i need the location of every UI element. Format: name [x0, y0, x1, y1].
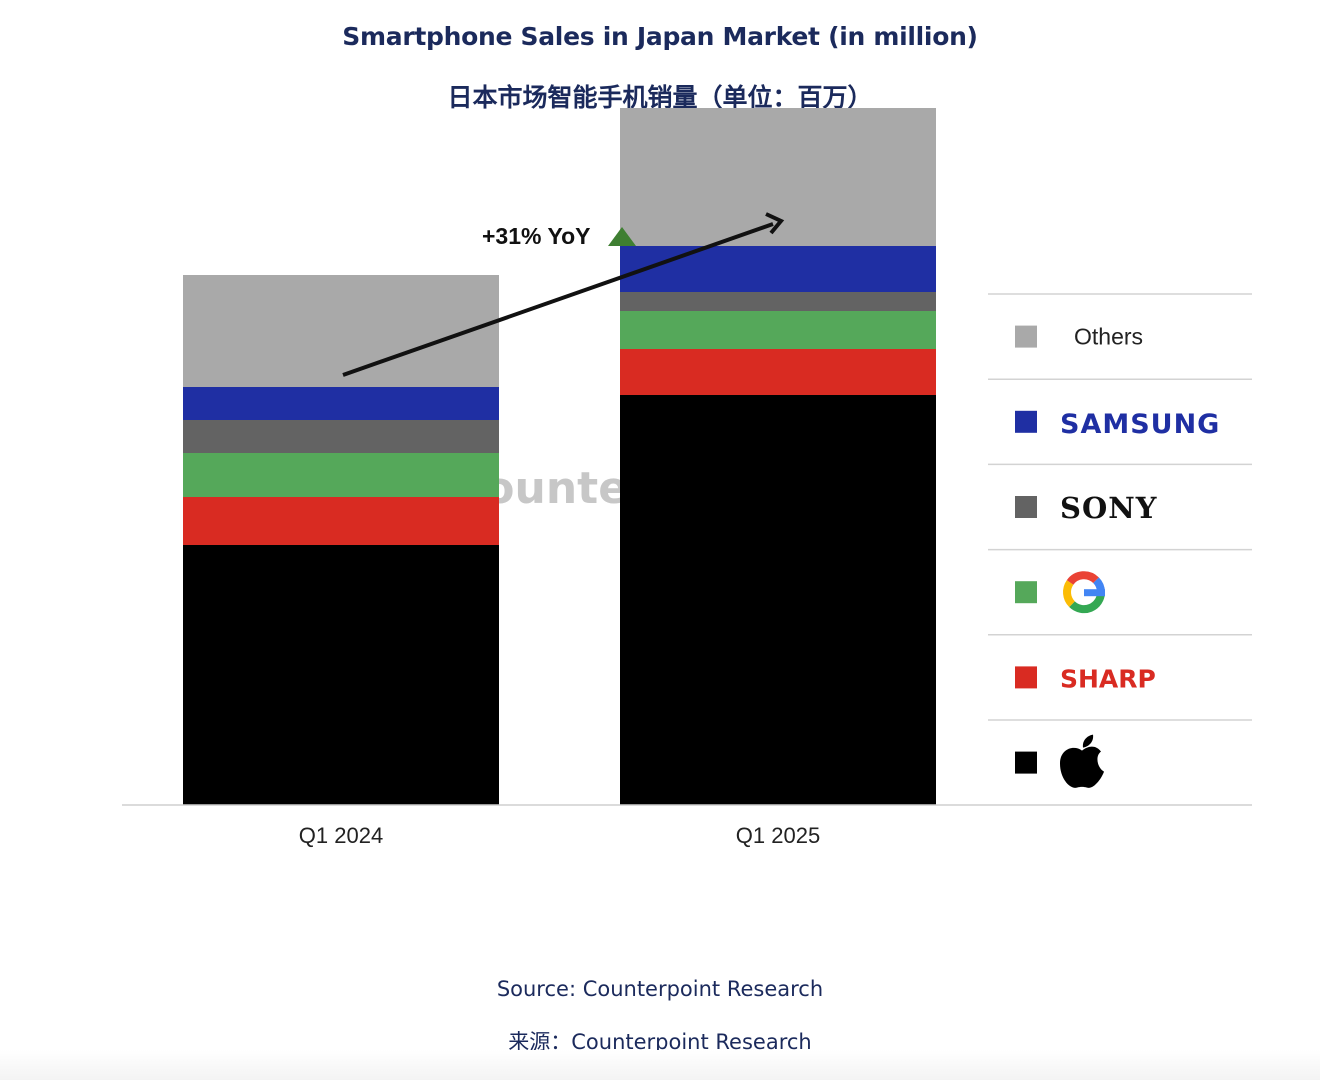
- bar-segment-others-1: [183, 275, 499, 387]
- bar-segment-google-1: [183, 453, 499, 497]
- bar-segment-sony-2: [620, 292, 936, 311]
- bar-segment-sharp-2: [620, 349, 936, 395]
- stacked-bar-chart: Counterpoint Q1 2024 Q1 2025 +31% YoY Oth…: [122, 108, 1252, 848]
- apple-logo-icon: [1060, 734, 1104, 788]
- bar-segment-apple-1: [183, 545, 499, 805]
- source-text: Source: Counterpoint Research: [496, 977, 824, 1001]
- sony-logo: SONY: [1060, 491, 1157, 525]
- chart-title-chinese: 日本市场智能手机销量（单位：百万）: [447, 83, 873, 112]
- legend: Others SAMSUNG SONY SHARP: [988, 293, 1252, 788]
- x-tick-label: Q1 2025: [736, 823, 820, 848]
- bars-group: [183, 108, 936, 805]
- samsung-logo: SAMSUNG: [1060, 409, 1220, 440]
- x-tick-label: Q1 2024: [299, 823, 383, 848]
- legend-swatch-sharp: [1015, 666, 1037, 689]
- legend-swatch-apple: [1015, 751, 1037, 774]
- legend-label-others: Others: [1074, 324, 1143, 350]
- bar-segment-samsung-2: [620, 246, 936, 292]
- bar-segment-sony-1: [183, 420, 499, 453]
- bottom-fade: [0, 1050, 1320, 1080]
- yoy-annotation: +31% YoY: [482, 223, 590, 249]
- bar-segment-sharp-1: [183, 497, 499, 545]
- x-axis-labels: Q1 2024 Q1 2025: [299, 823, 820, 848]
- legend-swatch-samsung: [1015, 410, 1037, 433]
- up-triangle-icon: [608, 227, 636, 246]
- growth-arrow: [342, 212, 785, 377]
- legend-swatch-google: [1015, 581, 1037, 604]
- sharp-logo: SHARP: [1060, 664, 1156, 693]
- legend-swatch-others: [1015, 325, 1037, 348]
- bar-segment-google-2: [620, 311, 936, 349]
- bar-segment-apple-2: [620, 395, 936, 805]
- chart-title: Smartphone Sales in Japan Market (in mil…: [342, 22, 978, 51]
- legend-swatch-sony: [1015, 496, 1037, 518]
- bar-segment-samsung-1: [183, 387, 499, 420]
- google-g-logo-icon: [1063, 571, 1105, 614]
